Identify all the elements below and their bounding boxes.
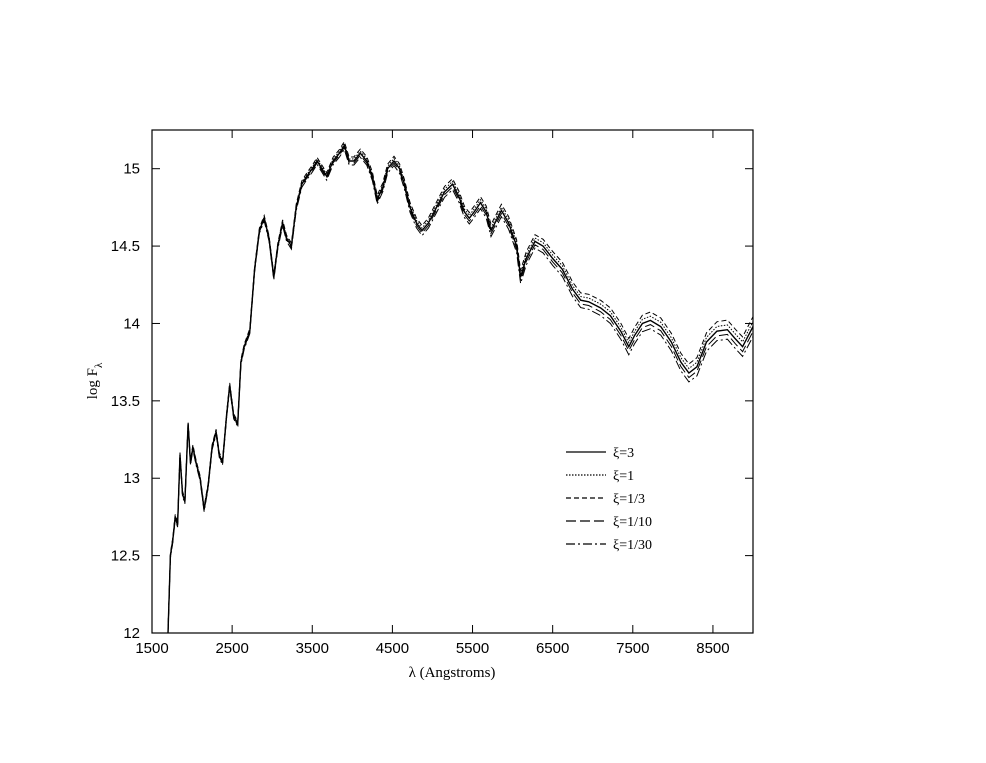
series-line	[167, 142, 754, 632]
x-tick-label: 5500	[456, 640, 489, 657]
y-axis-label-sub: λ	[93, 362, 105, 368]
legend-label: ξ=1/30	[613, 538, 652, 553]
legend-label: ξ=3	[613, 446, 634, 461]
y-tick-label: 15	[123, 161, 140, 178]
x-tick-label: 8500	[696, 640, 729, 657]
y-tick-label: 13.5	[111, 393, 140, 410]
y-tick-label: 14.5	[111, 238, 140, 255]
x-tick-label: 1500	[135, 640, 168, 657]
legend-label: ξ=1	[613, 469, 634, 484]
legend-label: ξ=1/10	[613, 515, 652, 530]
x-tick-label: 4500	[376, 640, 409, 657]
x-tick-label: 6500	[536, 640, 569, 657]
legend-label: ξ=1/3	[613, 492, 645, 507]
y-tick-label: 14	[123, 315, 140, 332]
y-tick-label: 12.5	[111, 548, 140, 565]
legend: ξ=3 ξ=1 ξ=1/3 ξ=1/10 ξ=1/30	[566, 446, 652, 553]
y-tick-label: 12	[123, 625, 140, 642]
y-tick-label: 13	[123, 470, 140, 487]
x-tick-label: 7500	[616, 640, 649, 657]
series-line	[167, 148, 754, 634]
series-line	[167, 143, 754, 634]
x-axis-label: λ (Angstroms)	[409, 665, 496, 681]
x-tick-label: 2500	[215, 640, 248, 657]
series-line	[167, 146, 754, 634]
plot-frame	[151, 129, 754, 634]
series-lines	[167, 140, 754, 634]
x-tick-label: 3500	[296, 640, 329, 657]
axis-ticks: 1500 2500 3500 4500 5500 6500 7500 8500 12 12.5 13…	[111, 130, 753, 657]
y-axis-label-main: log F	[85, 368, 101, 399]
series-line	[167, 140, 754, 631]
y-axis-label: log Fλ	[85, 362, 105, 399]
svg-text:log Fλ: log Fλ	[85, 362, 105, 399]
